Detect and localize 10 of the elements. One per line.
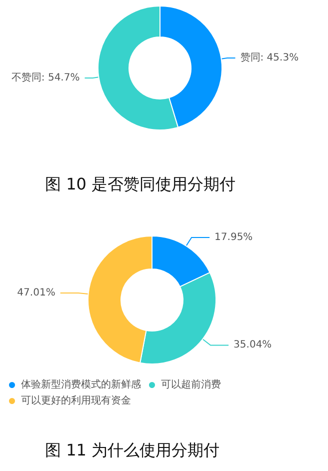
slice-label: 赞同: 45.3% xyxy=(240,51,299,64)
data-label: 35.04% xyxy=(234,340,272,351)
legend-label: 可以更好的利用现有资金 xyxy=(21,394,131,406)
legend-label: 体验新型消费模式的新鲜感 xyxy=(21,378,141,390)
data-label: 17.95% xyxy=(214,232,253,243)
data-label: 47.01% xyxy=(17,288,56,299)
text: 图 10 是否赞同使用分期付 xyxy=(45,174,236,194)
text: 图 11 为什么使用分期付 xyxy=(45,440,220,460)
legend-label: 可以超前消费 xyxy=(161,378,221,390)
slice-label: 不赞同: 54.7% xyxy=(11,72,80,84)
